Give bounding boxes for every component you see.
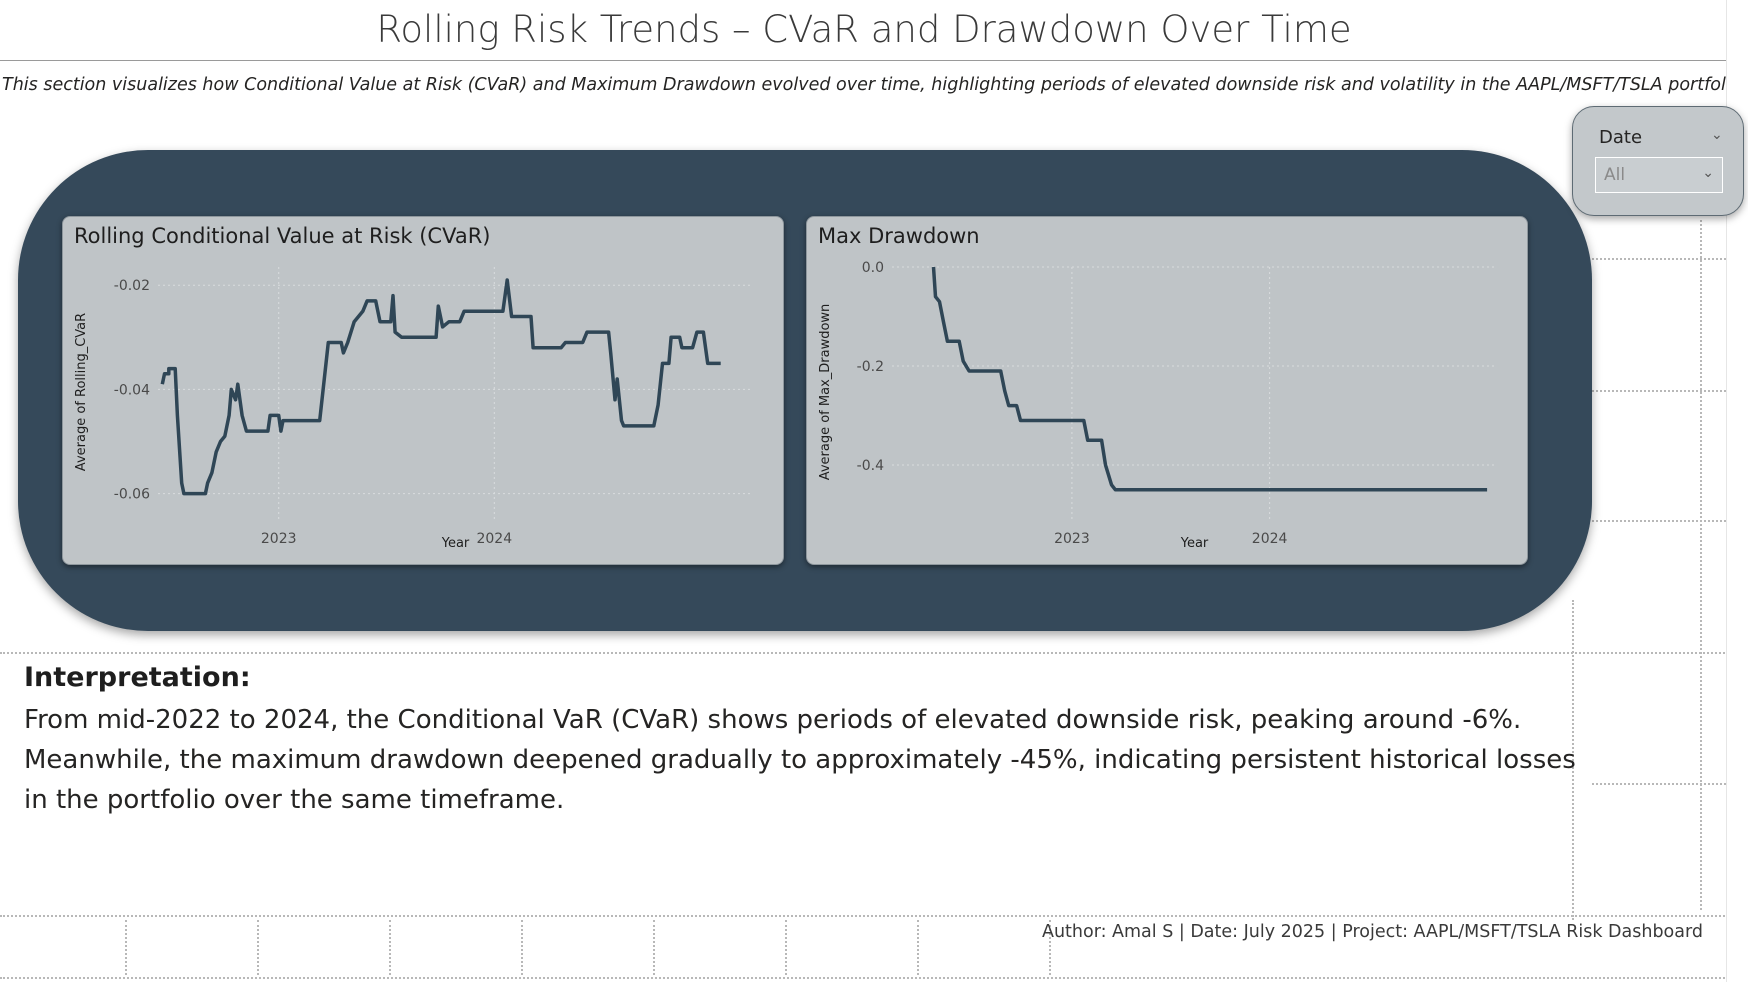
grid-guide bbox=[0, 915, 1740, 917]
y-axis-title: Average of Rolling_CVaR bbox=[74, 313, 89, 471]
cvar-chart-card[interactable]: Rolling Conditional Value at Risk (CVaR)… bbox=[62, 216, 784, 565]
interpretation-body: From mid-2022 to 2024, the Conditional V… bbox=[24, 705, 1576, 815]
chart-title: Max Drawdown bbox=[818, 224, 980, 248]
footer-credits: Author: Amal S | Date: July 2025 | Proje… bbox=[1041, 922, 1703, 942]
series-line[interactable] bbox=[931, 266, 1488, 492]
chart-title: Rolling Conditional Value at Risk (CVaR) bbox=[74, 224, 490, 248]
title-divider bbox=[0, 60, 1728, 61]
grid-guide bbox=[917, 920, 919, 975]
grid-guide bbox=[125, 920, 127, 975]
vertical-scrollbar[interactable] bbox=[1726, 0, 1748, 982]
grid-guide bbox=[1592, 390, 1742, 392]
grid-guide bbox=[1700, 220, 1702, 910]
y-tick-label: -0.06 bbox=[114, 487, 150, 503]
x-axis-title: Year bbox=[441, 536, 470, 551]
date-dropdown[interactable]: All ⌄ bbox=[1595, 157, 1723, 193]
max-drawdown-line-chart: Max Drawdown 0.0 -0.2 -0.4 2023 2024 Year Avera… bbox=[818, 224, 1497, 551]
grid-guide bbox=[1592, 258, 1742, 260]
x-tick-label: 2023 bbox=[1054, 531, 1090, 547]
grid-guide bbox=[785, 920, 787, 975]
grid-guide bbox=[0, 652, 1740, 654]
grid-guide bbox=[1592, 520, 1742, 522]
slicer-selected-value: All bbox=[1604, 165, 1626, 185]
y-tick-label: -0.2 bbox=[857, 359, 884, 375]
y-tick-label: -0.04 bbox=[114, 382, 150, 398]
cvar-line-chart: Rolling Conditional Value at Risk (CVaR)… bbox=[74, 224, 753, 551]
y-tick-label: -0.02 bbox=[114, 278, 150, 294]
slicer-label: Date bbox=[1599, 127, 1643, 148]
grid-guide bbox=[257, 920, 259, 975]
grid-guide bbox=[0, 977, 1740, 979]
grid-guide bbox=[1592, 783, 1742, 785]
x-tick-label: 2024 bbox=[1252, 531, 1288, 547]
date-slicer[interactable]: Date ⌄ All ⌄ bbox=[1572, 106, 1744, 216]
x-tick-label: 2024 bbox=[476, 531, 512, 547]
y-axis-title: Average of Max_Drawdown bbox=[818, 304, 833, 481]
chevron-down-icon[interactable]: ⌄ bbox=[1702, 165, 1714, 181]
x-tick-label: 2023 bbox=[261, 531, 297, 547]
y-tick-label: -0.4 bbox=[857, 458, 884, 474]
page-title: Rolling Risk Trends – CVaR and Drawdown … bbox=[376, 8, 1352, 51]
grid-guide bbox=[653, 920, 655, 975]
grid-guide bbox=[521, 920, 523, 975]
y-tick-label: 0.0 bbox=[862, 260, 884, 276]
interpretation-heading: Interpretation: bbox=[24, 662, 251, 693]
grid-guide bbox=[389, 920, 391, 975]
page-subtitle: This section visualizes how Conditional … bbox=[2, 75, 1747, 95]
max-drawdown-chart-card[interactable]: Max Drawdown 0.0 -0.2 -0.4 2023 2024 Year Avera… bbox=[806, 216, 1528, 565]
x-axis-title: Year bbox=[1180, 536, 1209, 551]
grid-guide bbox=[1049, 920, 1051, 975]
chevron-down-icon[interactable]: ⌄ bbox=[1711, 127, 1723, 143]
series-line[interactable] bbox=[160, 278, 721, 496]
grid-guide bbox=[1572, 600, 1574, 920]
